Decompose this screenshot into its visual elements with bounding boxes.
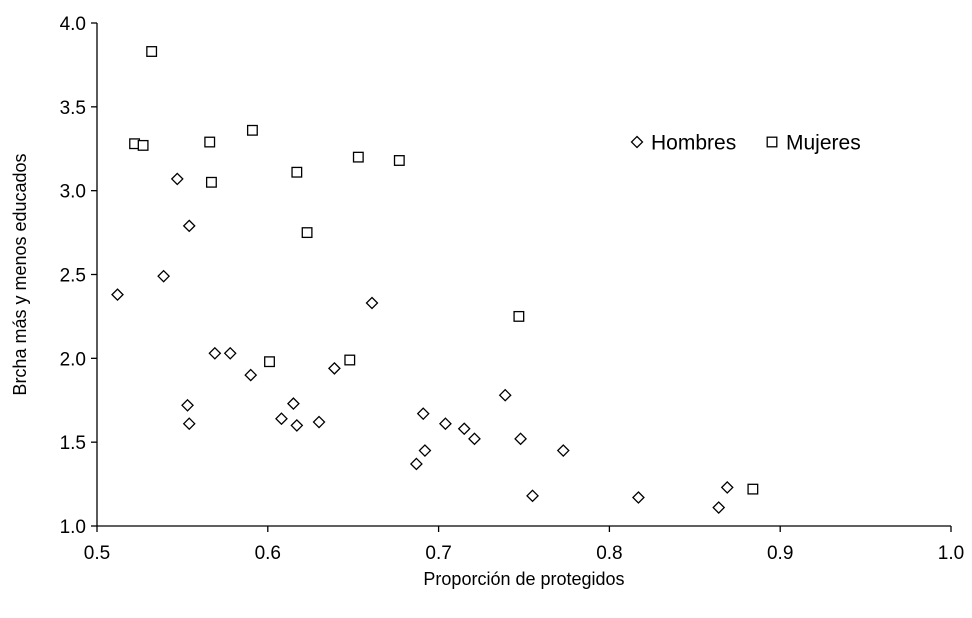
x-tick-label: 0.7	[425, 543, 451, 564]
legend-mujeres: Mujeres	[766, 132, 861, 155]
hombres-point	[287, 397, 300, 411]
hombres-point	[223, 346, 237, 360]
hombres-point	[312, 415, 326, 429]
hombres-point	[365, 296, 379, 310]
hombres-point	[208, 346, 222, 360]
mujeres-point	[301, 227, 313, 239]
hombres-point	[327, 361, 341, 375]
data-points	[111, 46, 759, 514]
legend: Hombres Mujeres	[630, 132, 861, 155]
hombres-point	[556, 444, 570, 457]
legend-label: Hombres	[651, 132, 736, 155]
hombres-point	[720, 481, 734, 494]
series-mujeres	[129, 46, 759, 495]
hombres-point	[712, 501, 726, 514]
mujeres-point	[747, 483, 759, 495]
hombres-point	[418, 444, 432, 457]
axes	[96, 23, 951, 527]
hombres-point	[498, 388, 512, 402]
mujeres-point	[205, 176, 217, 188]
hombres-point	[181, 398, 194, 412]
series-hombres	[111, 172, 734, 514]
y-tick-label: 2.5	[60, 266, 86, 287]
x-tick-label: 0.9	[767, 543, 793, 564]
y-tick-label: 2.0	[60, 349, 86, 370]
hombres-point	[182, 219, 196, 233]
hombres-point	[244, 368, 258, 382]
y-tick-label: 1.0	[60, 517, 86, 538]
hombres-point	[632, 491, 645, 504]
y-tick-label: 4.0	[60, 14, 86, 35]
y-axis-title: Brcha más y menos educados	[10, 153, 30, 395]
mujeres-point	[513, 310, 525, 322]
axis-ticks: 0.5 0.6 0.7 0.8 0.9 1.0 1.0 1.5 2.0 2.5 3.0 3.5 4.0	[60, 14, 965, 564]
x-tick-label: 0.8	[596, 543, 622, 564]
x-axis-title: Proporción de protegidos	[423, 569, 624, 589]
x-tick-label: 0.5	[84, 543, 110, 564]
hombres-point	[439, 417, 452, 431]
mujeres-point	[393, 155, 405, 166]
hombres-point	[468, 432, 481, 446]
hombres-point	[457, 422, 471, 436]
hombres-point	[111, 288, 124, 302]
mujeres-point	[264, 356, 275, 368]
hombres-point	[290, 418, 304, 432]
hombres-point	[275, 412, 288, 426]
y-tick-label: 3.5	[60, 98, 86, 119]
mujeres-point	[291, 166, 303, 178]
x-tick-label: 0.6	[255, 543, 281, 564]
hombres-point	[170, 172, 184, 186]
hombres-point	[416, 407, 430, 421]
mujeres-point	[146, 46, 158, 57]
mujeres-point	[204, 136, 216, 148]
legend-label: Mujeres	[786, 132, 861, 155]
hombres-point	[409, 457, 423, 471]
hombres-point	[157, 269, 171, 283]
hombres-point	[182, 417, 196, 431]
legend-hombres: Hombres	[630, 132, 736, 155]
mujeres-point	[246, 124, 258, 136]
mujeres-point	[352, 151, 364, 163]
legend-marker-square	[766, 136, 778, 148]
y-tick-label: 1.5	[60, 433, 86, 454]
mujeres-point	[344, 354, 356, 366]
hombres-point	[526, 489, 539, 503]
hombres-point	[514, 432, 528, 446]
mujeres-point	[137, 139, 149, 151]
legend-marker-diamond	[630, 135, 644, 149]
y-tick-label: 3.0	[60, 182, 86, 203]
x-tick-label: 1.0	[938, 543, 964, 564]
